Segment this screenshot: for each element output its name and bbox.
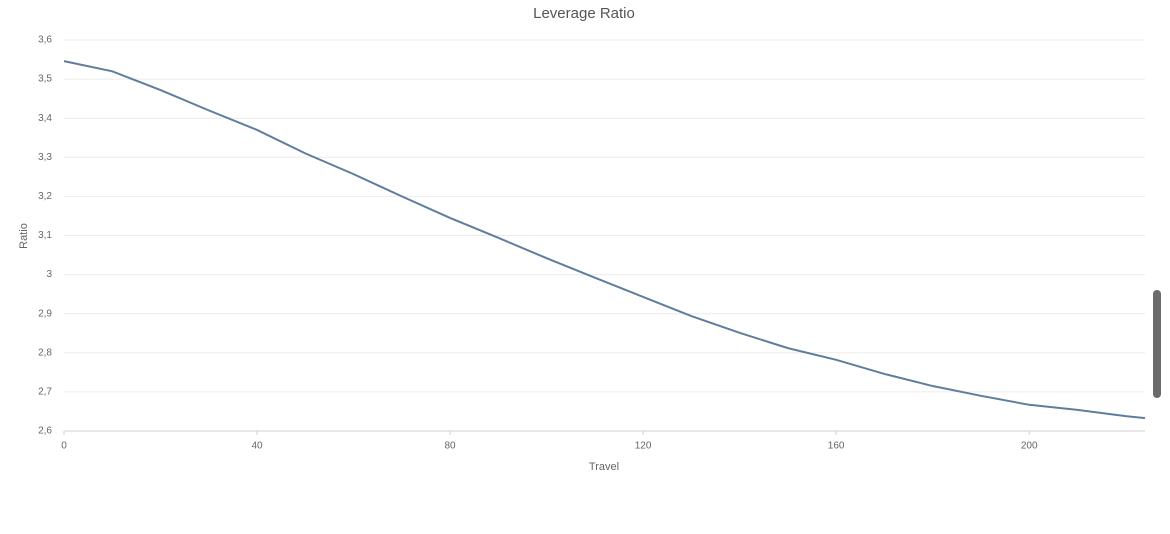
scrollbar[interactable]: [1153, 290, 1161, 398]
chart-title: Leverage Ratio: [533, 5, 635, 22]
x-tick-label: 0: [61, 441, 67, 452]
y-tick-label: 3: [46, 269, 52, 280]
x-tick-label: 40: [251, 441, 263, 452]
x-tick-label: 80: [445, 441, 457, 452]
x-tick-label: 160: [828, 441, 845, 452]
y-tick-label: 2,6: [38, 426, 52, 437]
x-tick-label: 200: [1021, 441, 1038, 452]
y-tick-label: 2,8: [38, 347, 52, 358]
y-tick-label: 3,3: [38, 152, 52, 163]
y-tick-label: 3,1: [38, 230, 52, 241]
y-tick-label: 3,5: [38, 74, 52, 85]
y-tick-label: 3,2: [38, 191, 52, 202]
x-axis-title: Travel: [589, 461, 619, 473]
y-axis-title: Ratio: [18, 223, 30, 249]
x-tick-label: 120: [635, 441, 652, 452]
y-tick-label: 3,6: [38, 35, 52, 46]
line-series: [63, 60, 1146, 420]
y-tick-label: 3,4: [38, 113, 52, 124]
y-tick-label: 2,7: [38, 387, 52, 398]
y-tick-label: 2,9: [38, 308, 52, 319]
